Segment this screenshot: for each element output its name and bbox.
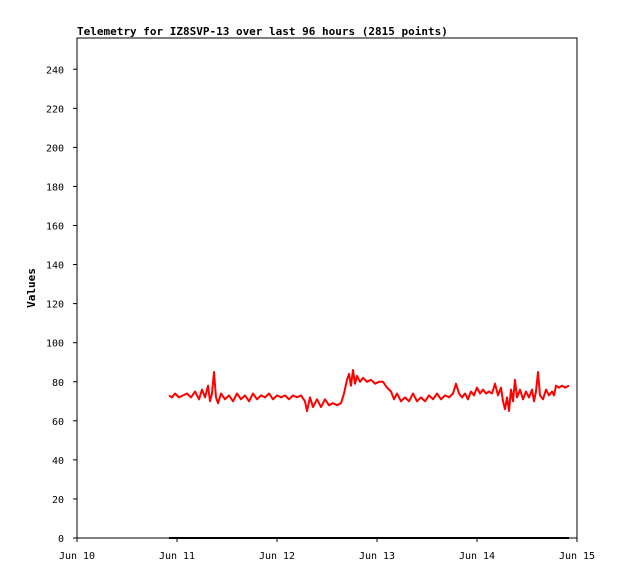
y-tick-label: 60: [52, 417, 64, 428]
y-tick-label: 180: [46, 182, 64, 193]
y-tick-label: 0: [58, 534, 64, 545]
series-layer: [168, 369, 570, 539]
y-tick-label: 20: [52, 495, 64, 506]
y-tick-label: 220: [46, 104, 64, 115]
x-axis: Jun 10 Jun 11 Jun 12 Jun 13 Jun 14 Jun 15: [59, 538, 595, 562]
chart-title: Telemetry for IZ8SVP-13 over last 96 hou…: [77, 25, 448, 38]
x-tick-label: Jun 10: [59, 551, 95, 562]
y-axis: 0 20 40 60 80 100 120 140 160 180 200 220 240: [46, 65, 77, 545]
x-tick-label: Jun 11: [159, 551, 195, 562]
y-tick-label: 240: [46, 65, 64, 76]
x-tick-label: Jun 15: [559, 551, 595, 562]
plot-frame: [76, 37, 578, 539]
y-tick-label: 120: [46, 300, 64, 311]
telemetry-series-line: [168, 369, 570, 412]
y-tick-label: 40: [52, 456, 64, 467]
x-tick-label: Jun 12: [259, 551, 295, 562]
y-axis-label: Values: [25, 268, 38, 308]
x-tick-label: Jun 14: [459, 551, 495, 562]
y-tick-label: 200: [46, 143, 64, 154]
y-tick-label: 160: [46, 222, 64, 233]
x-tick-label: Jun 13: [359, 551, 395, 562]
y-tick-label: 140: [46, 261, 64, 272]
y-tick-label: 80: [52, 378, 64, 389]
y-tick-label: 100: [46, 339, 64, 350]
